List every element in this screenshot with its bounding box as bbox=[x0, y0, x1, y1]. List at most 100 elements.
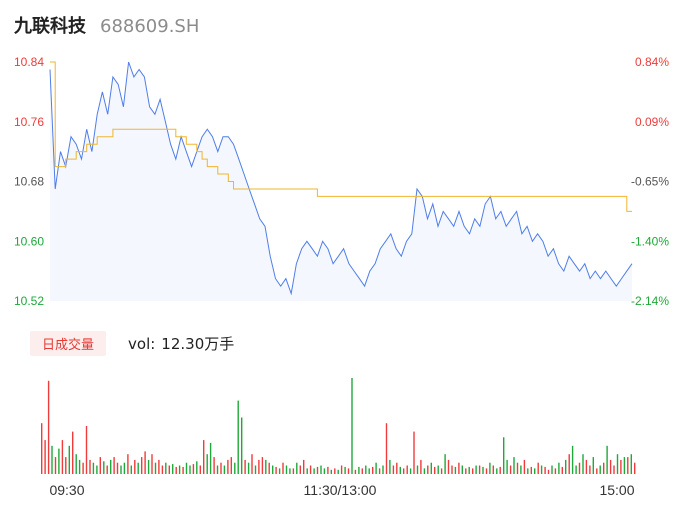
volume-bar bbox=[327, 466, 329, 474]
volume-bar bbox=[165, 462, 167, 474]
volume-bar bbox=[116, 462, 119, 474]
volume-bar bbox=[447, 459, 450, 474]
volume-bar bbox=[147, 459, 150, 474]
volume-bar bbox=[230, 457, 232, 474]
volume-bar bbox=[461, 465, 463, 474]
volume-bar bbox=[606, 445, 608, 474]
volume-bar bbox=[113, 457, 115, 474]
volume-bar bbox=[403, 468, 405, 474]
volume-bar bbox=[413, 431, 415, 474]
volume-bar bbox=[85, 426, 88, 474]
volume-bar bbox=[220, 462, 222, 474]
stock-name: 九联科技 bbox=[14, 16, 86, 37]
volume-bar bbox=[323, 468, 326, 474]
volume-bar bbox=[137, 462, 139, 474]
y-tick-left: 10.76 bbox=[14, 115, 44, 129]
volume-bar bbox=[440, 468, 443, 474]
volume-bar bbox=[106, 465, 108, 474]
volume-bar bbox=[613, 465, 615, 474]
volume-bar bbox=[354, 469, 357, 474]
volume-bar bbox=[127, 454, 129, 474]
y-tick-right: -0.65% bbox=[631, 175, 669, 189]
volume-key: vol: bbox=[128, 335, 156, 353]
volume-bar bbox=[516, 462, 519, 474]
volume-bar bbox=[175, 466, 177, 474]
volume-bar bbox=[571, 445, 574, 474]
volume-bar bbox=[144, 451, 146, 474]
volume-bar bbox=[351, 378, 353, 474]
volume-tab[interactable]: 日成交量 bbox=[30, 331, 107, 356]
volume-bar bbox=[189, 465, 191, 474]
volume-bar bbox=[120, 465, 122, 474]
stock-code: 688609.SH bbox=[100, 16, 200, 37]
volume-bar bbox=[596, 468, 598, 474]
volume-bar bbox=[561, 466, 563, 474]
volume-bar bbox=[496, 468, 498, 474]
volume-bar bbox=[609, 459, 612, 474]
volume-bar bbox=[409, 468, 412, 474]
volume-bar bbox=[251, 454, 253, 474]
volume-bar bbox=[72, 431, 74, 474]
y-tick-left: 10.84 bbox=[14, 55, 44, 69]
volume-bar bbox=[558, 462, 560, 474]
volume-bar bbox=[61, 440, 64, 474]
volume-bar bbox=[278, 468, 281, 474]
volume-bar bbox=[223, 465, 226, 474]
volume-bar bbox=[627, 457, 629, 474]
volume-bar bbox=[75, 454, 77, 474]
volume-bar bbox=[599, 465, 601, 474]
volume-bar bbox=[509, 465, 512, 474]
volume-bar bbox=[154, 462, 157, 474]
volume-bar bbox=[634, 462, 636, 474]
volume-bar bbox=[406, 465, 408, 474]
volume-bar bbox=[396, 462, 398, 474]
volume-bar bbox=[306, 468, 308, 474]
volume-bar bbox=[134, 459, 136, 474]
volume-bar bbox=[285, 465, 288, 474]
volume-bar bbox=[185, 462, 188, 474]
volume-bar bbox=[568, 454, 570, 474]
volume-bar bbox=[309, 465, 312, 474]
volume-bar bbox=[620, 459, 622, 474]
volume-bar bbox=[551, 465, 553, 474]
volume-bar bbox=[544, 466, 546, 474]
volume-bar bbox=[254, 465, 257, 474]
volume-bar bbox=[296, 462, 298, 474]
volume-bar bbox=[141, 457, 143, 474]
volume-bar bbox=[465, 468, 467, 474]
volume-bar bbox=[520, 465, 522, 474]
volume-bar bbox=[547, 469, 550, 474]
volume-readout: vol: 12.30万手 bbox=[128, 333, 234, 354]
volume-bar bbox=[99, 457, 101, 474]
volume-bar bbox=[151, 454, 153, 474]
volume-bar bbox=[258, 459, 260, 474]
volume-bar bbox=[130, 465, 132, 474]
x-tick-label: 09:30 bbox=[49, 482, 84, 498]
volume-bar bbox=[430, 462, 432, 474]
volume-bar bbox=[340, 465, 343, 474]
volume-bar bbox=[244, 459, 246, 474]
volume-bar bbox=[261, 457, 264, 474]
volume-bar bbox=[458, 462, 460, 474]
volume-bar bbox=[320, 465, 322, 474]
volume-bar bbox=[485, 468, 488, 474]
volume-bar bbox=[358, 466, 360, 474]
volume-bar bbox=[54, 457, 57, 474]
volume-bar bbox=[41, 423, 43, 474]
volume-bar bbox=[103, 461, 105, 474]
volume-bar bbox=[503, 437, 505, 474]
volume-bar bbox=[420, 459, 422, 474]
volume-bar bbox=[178, 465, 181, 474]
volume-bar bbox=[89, 459, 91, 474]
volume-bar bbox=[575, 465, 577, 474]
volume-bar bbox=[330, 469, 332, 474]
volume-bar bbox=[289, 468, 291, 474]
volume-bar bbox=[313, 468, 315, 474]
volume-bar bbox=[437, 465, 439, 474]
volume-bar bbox=[603, 462, 605, 474]
volume-bar bbox=[182, 466, 184, 474]
volume-bar bbox=[161, 465, 164, 474]
volume-bar bbox=[492, 465, 494, 474]
volume-bar bbox=[585, 459, 588, 474]
volume-bar bbox=[51, 445, 53, 474]
